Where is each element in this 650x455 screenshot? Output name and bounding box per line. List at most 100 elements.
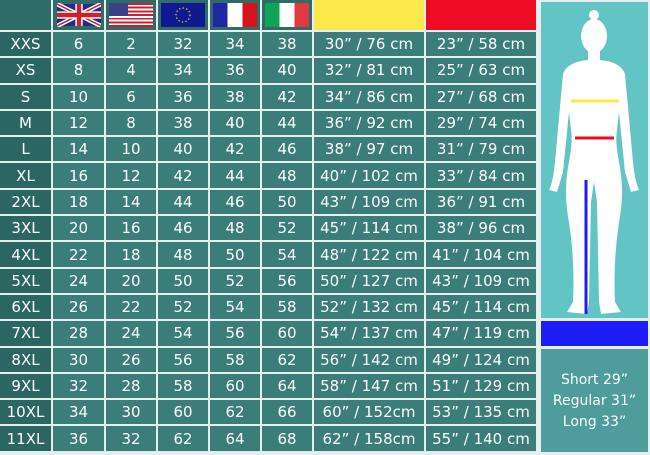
us-flag-icon <box>109 3 153 27</box>
length-short: Short 29” <box>560 371 629 388</box>
cell-us: 32 <box>106 426 156 451</box>
cell-fr: 50 <box>210 242 260 267</box>
cell-us: 22 <box>106 294 156 320</box>
cell-fr: 42 <box>210 137 260 162</box>
cell-fr: 52 <box>210 268 260 293</box>
cell-hip: 40” / 102 cm <box>314 163 424 188</box>
cell-hip: 34” / 86 cm <box>314 84 424 109</box>
cell-eu: 48 <box>158 242 208 267</box>
size-table: XXS 6 2 32 34 38 30” / 76 cm 23” / 58 cm XS 8 4 34 3… <box>0 0 536 451</box>
header-italy <box>262 0 312 30</box>
cell-uk: 36 <box>53 426 104 451</box>
cell-waist: 49” / 124 cm <box>426 347 536 372</box>
cell-eu: 34 <box>158 58 208 83</box>
cell-eu: 62 <box>158 426 208 451</box>
cell-us: 2 <box>106 32 156 57</box>
cell-hip: 56” / 142 cm <box>314 347 424 372</box>
cell-size: 11XL <box>0 426 51 451</box>
cell-us: 8 <box>106 110 156 136</box>
cell-hip: 52” / 132 cm <box>314 294 424 320</box>
cell-hip: 32” / 81 cm <box>314 58 424 83</box>
cell-eu: 50 <box>158 268 208 293</box>
cell-uk: 30 <box>53 347 104 372</box>
cell-hip: 50” / 127 cm <box>314 268 424 293</box>
uk-flag-icon <box>56 3 101 27</box>
cell-uk: 24 <box>53 268 104 293</box>
cell-hip: 36” / 92 cm <box>314 110 424 136</box>
cell-hip: 43” / 109 cm <box>314 189 424 215</box>
cell-it: 68 <box>262 426 312 451</box>
cell-fr: 44 <box>210 163 260 188</box>
cell-it: 42 <box>262 84 312 109</box>
cell-us: 6 <box>106 84 156 109</box>
cell-hip: 38” / 97 cm <box>314 137 424 162</box>
cell-fr: 34 <box>210 32 260 57</box>
italy-flag-icon <box>265 3 309 27</box>
cell-it: 60 <box>262 321 312 346</box>
cell-it: 66 <box>262 400 312 425</box>
cell-us: 30 <box>106 400 156 425</box>
length-options: Short 29” Regular 31” Long 33” <box>541 349 648 452</box>
header-us <box>106 0 156 30</box>
cell-it: 64 <box>262 373 312 399</box>
cell-it: 44 <box>262 110 312 136</box>
cell-size: 8XL <box>0 347 51 372</box>
cell-waist: 55” / 140 cm <box>426 426 536 451</box>
cell-waist: 53” / 135 cm <box>426 400 536 425</box>
cell-uk: 8 <box>53 58 104 83</box>
cell-us: 24 <box>106 321 156 346</box>
cell-eu: 42 <box>158 163 208 188</box>
cell-us: 14 <box>106 189 156 215</box>
cell-fr: 48 <box>210 216 260 241</box>
cell-hip: 62” / 158cm <box>314 426 424 451</box>
cell-waist: 31” / 79 cm <box>426 137 536 162</box>
cell-fr: 56 <box>210 321 260 346</box>
cell-us: 18 <box>106 242 156 267</box>
cell-fr: 58 <box>210 347 260 372</box>
cell-eu: 32 <box>158 32 208 57</box>
cell-size: S <box>0 84 51 109</box>
cell-it: 52 <box>262 216 312 241</box>
header-waist-color <box>426 0 536 30</box>
cell-waist: 27” / 68 cm <box>426 84 536 109</box>
cell-waist: 41” / 104 cm <box>426 242 536 267</box>
cell-waist: 43” / 109 cm <box>426 268 536 293</box>
cell-size: 4XL <box>0 242 51 267</box>
cell-uk: 28 <box>53 321 104 346</box>
cell-uk: 16 <box>53 163 104 188</box>
cell-size: XS <box>0 58 51 83</box>
cell-eu: 40 <box>158 137 208 162</box>
cell-size: 6XL <box>0 294 51 320</box>
cell-waist: 51” / 129 cm <box>426 373 536 399</box>
cell-size: 10XL <box>0 400 51 425</box>
cell-eu: 44 <box>158 189 208 215</box>
cell-it: 48 <box>262 163 312 188</box>
cell-it: 40 <box>262 58 312 83</box>
cell-waist: 45” / 114 cm <box>426 294 536 320</box>
france-flag-icon <box>213 3 257 27</box>
cell-waist: 23” / 58 cm <box>426 32 536 57</box>
cell-eu: 36 <box>158 84 208 109</box>
cell-it: 54 <box>262 242 312 267</box>
cell-hip: 58” / 147 cm <box>314 373 424 399</box>
header-france <box>210 0 260 30</box>
length-color-bar <box>541 321 648 346</box>
eu-flag-icon <box>161 3 205 27</box>
body-figure-panel <box>541 2 648 318</box>
cell-us: 20 <box>106 268 156 293</box>
cell-uk: 26 <box>53 294 104 320</box>
cell-fr: 46 <box>210 189 260 215</box>
cell-it: 62 <box>262 347 312 372</box>
cell-size: 5XL <box>0 268 51 293</box>
body-silhouette-icon <box>549 10 639 314</box>
cell-uk: 22 <box>53 242 104 267</box>
cell-size: XL <box>0 163 51 188</box>
cell-it: 58 <box>262 294 312 320</box>
cell-uk: 18 <box>53 189 104 215</box>
cell-fr: 60 <box>210 373 260 399</box>
cell-us: 10 <box>106 137 156 162</box>
cell-waist: 47” / 119 cm <box>426 321 536 346</box>
cell-uk: 6 <box>53 32 104 57</box>
cell-fr: 54 <box>210 294 260 320</box>
length-long: Long 33” <box>562 413 627 430</box>
